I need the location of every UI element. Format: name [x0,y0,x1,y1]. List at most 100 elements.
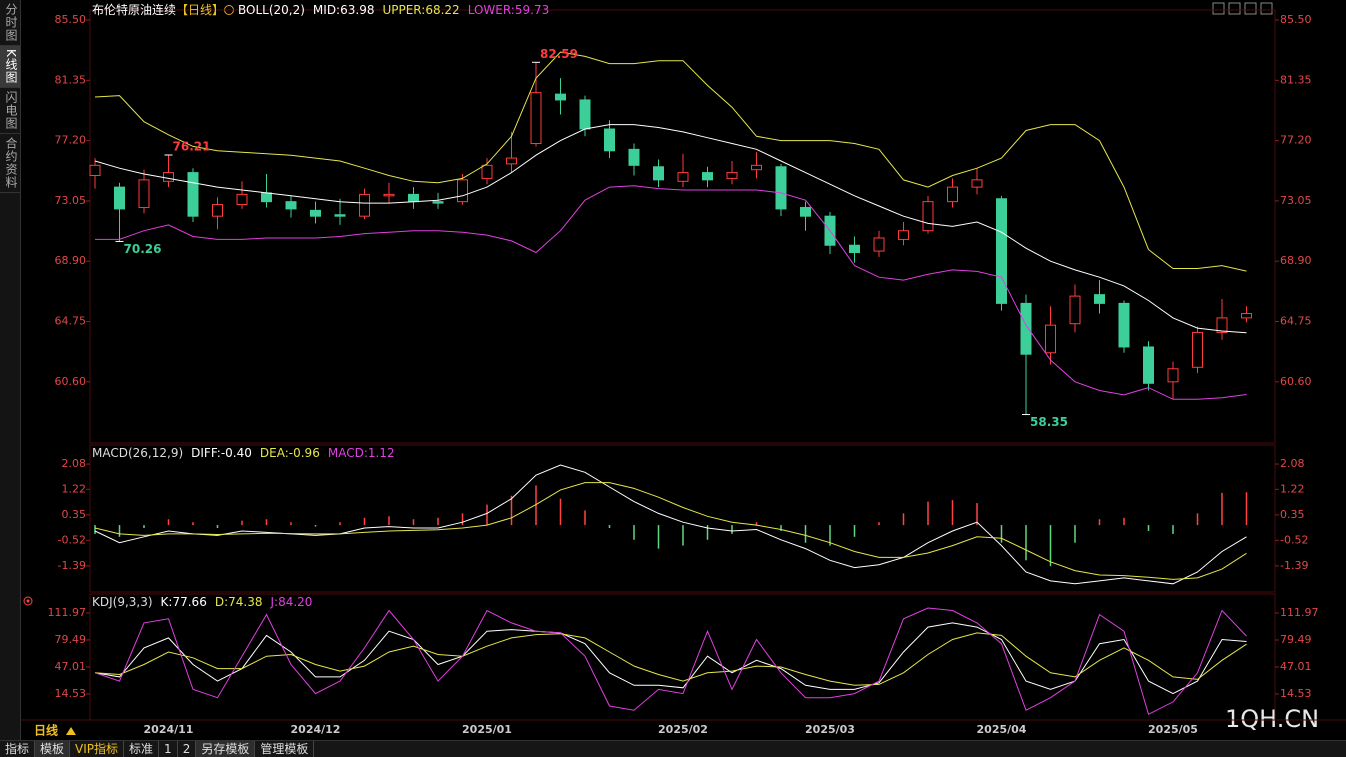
header-item: DEA: [260,446,289,460]
header-item: UPPER: [382,3,425,17]
y-tick-label: 79.49 [55,633,87,646]
y-tick-label: 77.20 [55,134,87,147]
candle-body [628,148,640,166]
header-item: LOWER: [468,3,515,17]
candle-body [702,172,713,181]
candle-body [898,230,909,240]
x-tick-label: 2025/03 [805,723,855,736]
candle-body [114,186,125,210]
toolbar-item[interactable]: 标准 [124,741,160,757]
toolbar-icons [1212,2,1273,15]
y-tick-label: 85.50 [1280,13,1312,26]
pane-frame [89,444,1276,593]
toolbar-item[interactable]: 1 [159,741,178,757]
settings-icon[interactable] [23,596,33,606]
y-tick-label: 60.60 [55,375,87,388]
y-tick-label: 1.22 [62,482,87,495]
candle-body [138,179,150,208]
candle-body [163,172,174,182]
y-tick-label: 14.53 [55,687,87,700]
header-item: 1.12 [368,446,395,460]
candle-body [481,164,493,179]
y-tick-label: 81.35 [1280,73,1312,86]
y-tick-label: 0.35 [1280,508,1305,521]
y-tick-label: 85.50 [55,13,87,26]
side-tab[interactable]: K线图 [0,46,20,88]
extreme-label: 82.59 [540,47,578,61]
y-tick-label: 79.49 [1280,633,1312,646]
icon[interactable] [1244,2,1257,15]
header-item: 84.20 [278,595,312,609]
candle-body [947,186,958,203]
y-tick-label: 1.22 [1280,482,1305,495]
extreme-label: 70.26 [124,242,162,256]
chart: 日线 1QH.CN 2024/11 2024/12 2025/01 2025/02 20… [0,0,1346,740]
y-tick-label: 64.75 [1280,315,1312,328]
indicator-line [94,622,1247,695]
watermark: 1QH.CN [1225,705,1319,733]
candle-body [1020,302,1032,355]
candle-body [726,172,738,179]
side-tab[interactable]: 闪电图 [0,88,20,134]
extreme-label: 58.35 [1030,415,1068,429]
candle-body [1192,331,1203,368]
toolbar-item[interactable]: 指标 [0,741,36,757]
indicator-line [95,185,1247,400]
candle-body [1241,313,1252,319]
y-tick-label: 68.90 [1280,254,1312,267]
candle-body [432,201,444,204]
candle-body [334,214,346,217]
header-item: MACD: [328,446,368,460]
candle-body [187,172,199,217]
indicator-line [94,632,1247,686]
indicator-line [94,51,1247,272]
y-tick-label: 47.01 [55,660,87,673]
candle-body [1094,294,1105,304]
candle-body [1069,295,1081,325]
candle-body [1045,324,1056,354]
period-arrow[interactable] [66,727,76,735]
side-tab[interactable]: 合约资料 [0,134,20,193]
header-item: K: [161,595,173,609]
side-tab[interactable]: 分时图 [0,0,20,46]
candle-body [971,179,983,188]
header-item: DIFF: [191,446,221,460]
header-item: D: [215,595,228,609]
y-tick-label: 60.60 [1280,375,1312,388]
candle-body [1118,302,1130,348]
pane-frame [89,9,1276,444]
y-tick-label: -0.52 [58,533,86,546]
header-item: 68.22 [425,3,459,17]
candle-body [677,172,689,182]
y-tick-label: 73.05 [55,194,87,207]
y-tick-label: 2.08 [1280,457,1305,470]
icon[interactable] [1260,2,1273,15]
candle-body [530,92,542,145]
candle-body [873,237,885,252]
header-item: KDJ(9,3,3) [92,595,153,609]
toolbar-item[interactable]: 另存模板 [196,741,256,757]
y-tick-label: 81.35 [55,73,87,86]
toolbar-item[interactable]: 管理模板 [255,741,315,757]
candle-body [604,128,615,152]
candle-body [359,193,370,217]
toolbar-item[interactable]: 模板 [35,741,71,757]
toolbar-item[interactable]: VIP指标 [70,741,125,757]
period-label[interactable]: 日线 [34,723,58,738]
pane-header: MACD(26,12,9) DIFF:-0.40 DEA:-0.96 MACD:1.1… [92,446,395,460]
header-item: 63.98 [340,3,374,17]
toolbar-item[interactable]: 2 [178,741,197,757]
header-item: MACD(26,12,9) [92,446,183,460]
icon[interactable] [1228,2,1241,15]
background [0,0,1346,740]
icon[interactable] [1212,2,1225,15]
candle-body [1167,368,1179,383]
x-tick-label: 2025/04 [977,723,1027,736]
y-tick-label: 47.01 [1280,660,1312,673]
candle-body [751,164,762,171]
header-item: 77.66 [172,595,206,609]
pane-header: 布伦特原油连续【日线】 BOLL(20,2) MID:63.98 UPPER:68.2… [92,2,549,17]
y-tick-label: 14.53 [1280,687,1312,700]
extreme-label: 76.21 [173,140,211,154]
